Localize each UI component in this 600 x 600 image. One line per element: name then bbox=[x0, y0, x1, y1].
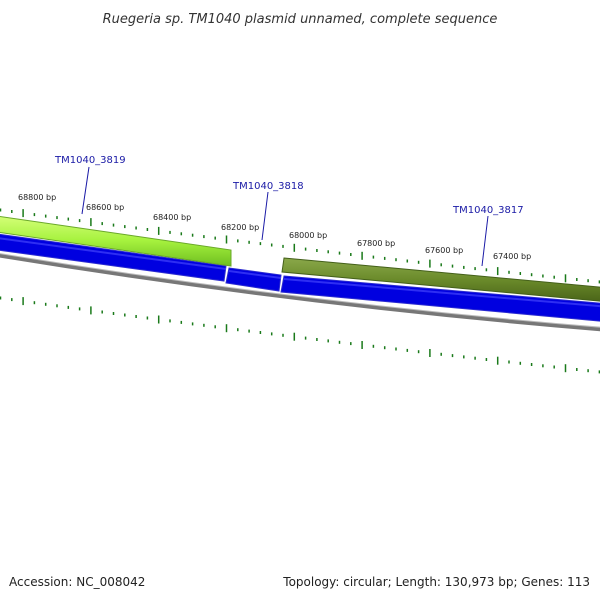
backbone-ring-highlight bbox=[0, 253, 600, 328]
callout-line-tm1040-3817 bbox=[481, 215, 489, 267]
genome-summary-text: Topology: circular; Length: 130,973 bp; … bbox=[282, 575, 590, 589]
position-label: 68800 bp bbox=[18, 193, 56, 202]
cds-strand-segment-right[interactable] bbox=[280, 275, 600, 322]
backbone-ring bbox=[0, 253, 600, 332]
gene-label-tm1040-3817[interactable]: TM1040_3817 bbox=[452, 205, 524, 216]
inner-tick-row bbox=[0, 296, 600, 374]
position-label: 68400 bp bbox=[153, 213, 191, 222]
gene-label-tm1040-3819[interactable]: TM1040_3819 bbox=[54, 155, 126, 166]
accession-text: Accession: NC_008042 bbox=[9, 575, 145, 589]
position-label: 68000 bp bbox=[289, 231, 327, 240]
gene-band-tm1040-3819[interactable] bbox=[0, 215, 232, 267]
cds-strand-shine bbox=[0, 237, 600, 308]
position-label: 68600 bp bbox=[86, 203, 124, 212]
position-label: 67600 bp bbox=[425, 246, 463, 255]
gene-band-tm1040-3817[interactable] bbox=[281, 257, 600, 302]
cds-strand-segment-middle[interactable] bbox=[225, 267, 282, 292]
position-labels: 68800 bp 68600 bp 68400 bp 68200 bp 6800… bbox=[18, 193, 531, 261]
gene-label-tm1040-3818[interactable]: TM1040_3818 bbox=[232, 181, 304, 192]
position-label: 67400 bp bbox=[493, 252, 531, 261]
callout-line-tm1040-3819 bbox=[81, 166, 90, 215]
position-label: 68200 bp bbox=[221, 223, 259, 232]
outer-tick-row bbox=[0, 208, 600, 284]
position-label: 67800 bp bbox=[357, 239, 395, 248]
gene-callouts: TM1040_3819 TM1040_3818 TM1040_3817 bbox=[54, 155, 524, 267]
callout-line-tm1040-3818 bbox=[261, 191, 269, 241]
map-title: Ruegeria sp. TM1040 plasmid unnamed, com… bbox=[103, 12, 498, 27]
